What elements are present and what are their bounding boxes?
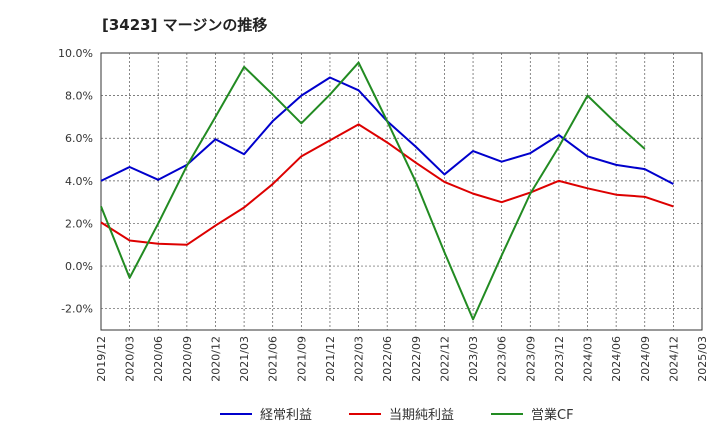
series-line-1	[100, 123, 674, 246]
x-tick-label: 2021/06	[267, 336, 280, 382]
y-tick-label: 2.0%	[65, 217, 93, 230]
x-tick-label: 2023/09	[524, 336, 537, 382]
x-tick-label: 2022/09	[410, 336, 423, 382]
legend-label-0: 経常利益	[260, 408, 312, 423]
y-tick-label: -2.0%	[61, 303, 93, 316]
x-tick-label: 2023/06	[496, 336, 509, 382]
x-tick-label: 2022/12	[438, 336, 451, 382]
y-tick-label: 4.0%	[65, 175, 93, 188]
x-tick-label: 2019/12	[95, 336, 108, 382]
x-tick-label: 2024/03	[582, 336, 595, 382]
x-tick-label: 2023/03	[467, 336, 480, 382]
x-tick-label: 2020/09	[181, 336, 194, 382]
x-tick-label: 2020/03	[124, 336, 137, 382]
x-axis-ticks: 2019/12 2020/03 2020/06 2020/09 2020/12 2021/…	[95, 336, 709, 382]
y-tick-label: 10.0%	[58, 47, 93, 60]
x-tick-label: 2023/12	[553, 336, 566, 382]
grid-lines	[101, 53, 702, 330]
x-tick-label: 2024/06	[610, 336, 623, 382]
y-axis-ticks: -2.0% 0.0% 2.0% 4.0% 6.0% 8.0% 10.0%	[58, 47, 93, 316]
x-tick-label: 2025/03	[696, 336, 709, 382]
x-tick-label: 2024/09	[639, 336, 652, 382]
series-lines	[100, 61, 674, 321]
y-tick-label: 6.0%	[65, 132, 93, 145]
plot-area	[100, 52, 703, 331]
x-tick-label: 2020/12	[209, 336, 222, 382]
x-tick-label: 2022/03	[353, 336, 366, 382]
legend: 経常利益 当期純利益 営業CF	[220, 407, 574, 423]
x-tick-label: 2021/09	[295, 336, 308, 382]
x-tick-label: 2020/06	[152, 336, 165, 382]
series-line-2	[100, 61, 646, 321]
chart-title: [3423] マージンの推移	[102, 16, 268, 34]
x-tick-label: 2022/06	[381, 336, 394, 382]
x-tick-label: 2024/12	[667, 336, 680, 382]
legend-label-1: 当期純利益	[389, 408, 454, 423]
x-tick-label: 2021/03	[238, 336, 251, 382]
y-tick-label: 0.0%	[65, 260, 93, 273]
y-tick-label: 8.0%	[65, 90, 93, 103]
x-tick-label: 2021/12	[324, 336, 337, 382]
legend-label-2: 営業CF	[531, 407, 574, 423]
